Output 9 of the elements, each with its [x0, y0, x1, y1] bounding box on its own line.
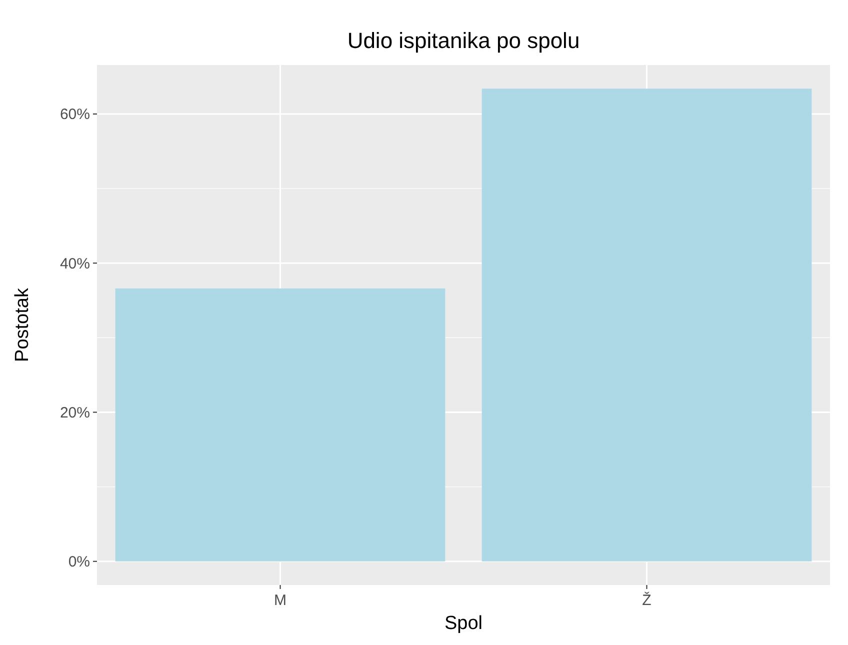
y-axis-title: Postotak	[12, 288, 33, 362]
x-tick-label: M	[274, 592, 286, 609]
y-tick-label: 40%	[60, 255, 90, 272]
x-axis-title: Spol	[444, 613, 483, 634]
chart-title: Udio ispitanika po spolu	[347, 28, 580, 53]
y-tick-label: 60%	[60, 106, 90, 124]
y-tick-label: 0%	[68, 554, 90, 571]
y-tick-label: 20%	[60, 404, 90, 422]
x-tick-label: Ž	[642, 591, 652, 609]
